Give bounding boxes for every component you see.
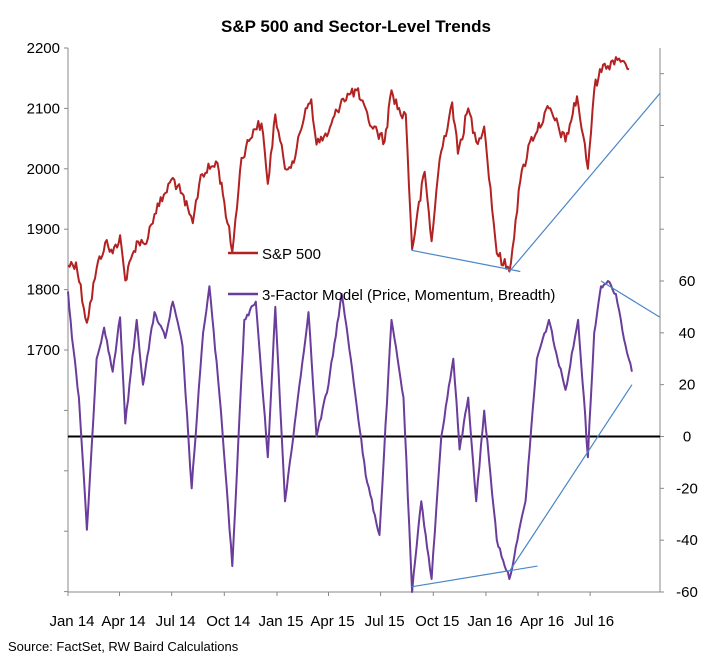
right-axis-tick-label: 20 — [679, 377, 696, 394]
right-axis-tick-label: 0 — [683, 429, 691, 446]
x-axis-tick-label: Jul 14 — [156, 613, 196, 630]
x-axis-tick-label: Apr 16 — [520, 613, 564, 630]
right-axis-tick-label: 40 — [679, 325, 696, 342]
source-note: Source: FactSet, RW Baird Calculations — [8, 639, 239, 654]
x-axis-tick-label: Oct 15 — [415, 613, 459, 630]
legend: S&P 500 3-Factor Model (Price, Momentum,… — [228, 246, 555, 304]
x-axis-tick-label: Jul 15 — [365, 613, 405, 630]
trendline — [411, 565, 538, 588]
series-line-3-factor — [67, 280, 633, 593]
left-axis-tick-label: 1700 — [27, 342, 60, 359]
x-axis-tick-label: Apr 15 — [310, 613, 354, 630]
right-axis-tick-label: 60 — [679, 273, 696, 290]
x-axis-tick-label: Jan 16 — [467, 613, 512, 630]
x-axis-tick-label: Oct 14 — [206, 613, 250, 630]
series-line-sp500 — [67, 56, 630, 324]
left-axis-tick-label: 2000 — [27, 161, 60, 178]
chart-title: S&P 500 and Sector-Level Trends — [221, 17, 491, 36]
left-axis-tick-label: 1800 — [27, 282, 60, 299]
legend-label-3-factor: 3-Factor Model (Price, Momentum, Breadth… — [262, 287, 555, 304]
right-axis-tick-label: -60 — [676, 584, 698, 601]
x-axis-tick-label: Jan 14 — [49, 613, 94, 630]
legend-label-sp500: S&P 500 — [262, 246, 321, 263]
left-axis-tick-label: 2100 — [27, 100, 60, 117]
trendline — [508, 92, 661, 272]
left-axis-tick-label: 2200 — [27, 40, 60, 57]
x-axis-tick-label: Jan 15 — [258, 613, 303, 630]
right-axis-tick-label: -20 — [676, 480, 698, 497]
plot-area: 1700 1800 1900 2000 2100 2200 -60 -40 -20 0 20 40 60… — [27, 40, 698, 630]
trendline — [508, 384, 633, 572]
x-axis-tick-label: Jul 16 — [574, 613, 614, 630]
left-axis-tick-label: 1900 — [27, 221, 60, 238]
right-axis-tick-label: -40 — [676, 532, 698, 549]
trendline — [600, 280, 661, 318]
x-axis-tick-label: Apr 14 — [101, 613, 145, 630]
trendline — [411, 249, 521, 273]
